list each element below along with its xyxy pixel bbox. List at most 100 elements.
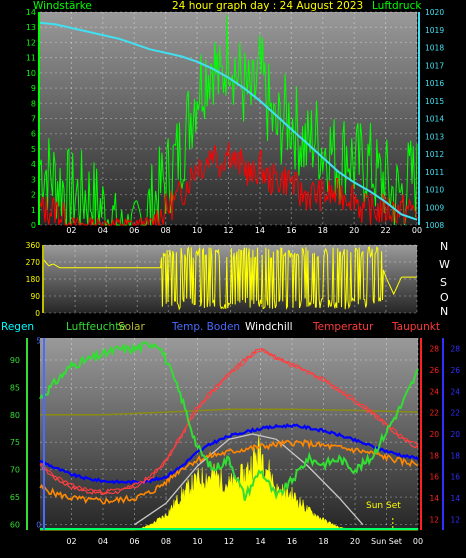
soil-temp-line: [39, 423, 419, 485]
pressure-y-tick-9: 1017: [425, 61, 444, 70]
temp-y-tick-red-6: 24: [429, 387, 439, 396]
page-title: 24 hour graph day : 24 August 2023: [172, 0, 363, 12]
compass-n-bottom: N: [440, 305, 448, 318]
wind-series: [39, 14, 418, 227]
legend-humidity: Luftfeuchte: [66, 321, 126, 333]
temp-y-tick-blue-3: 18: [450, 451, 460, 460]
pressure-line: [39, 21, 418, 221]
wind-x-tick-4: 10: [192, 226, 202, 235]
wind-y-tick-4: 4: [31, 160, 36, 169]
temp-x-tick-2: 06: [129, 537, 139, 546]
pressure-y-tick-3: 1011: [425, 168, 444, 177]
wind-x-tick-1: 04: [98, 226, 108, 235]
temp-y-tick-blue-4: 20: [450, 430, 460, 439]
temp-y-tick-red-2: 16: [429, 473, 439, 482]
pressure-y-tick-2: 1010: [425, 186, 444, 195]
temp-y-tick-blue-8: 28: [450, 345, 460, 354]
windchill-line: [39, 348, 419, 495]
temp-y-tick-blue-6: 24: [450, 387, 460, 396]
temp-series: [39, 341, 419, 531]
compass-n-top: N: [440, 240, 448, 253]
dir-y-tick-3: 270: [26, 258, 41, 267]
temp-y-tick-red-7: 26: [429, 366, 439, 375]
temp-x-tick-8: 18: [318, 537, 328, 546]
humidity-y-tick-6: 90: [10, 356, 20, 365]
direction-series: [43, 246, 417, 311]
compass-w: W: [439, 258, 450, 271]
temperature-line: [39, 347, 419, 494]
temp-x-tick-9: 20: [350, 537, 360, 546]
pressure-y-tick-0: 1008: [425, 221, 444, 230]
pressure-y-tick-10: 1018: [425, 44, 444, 53]
temp-x-tick-3: 08: [161, 537, 171, 546]
wind-average-line: [39, 142, 418, 227]
wind-y-tick-1: 1: [31, 206, 36, 215]
humidity-y-tick-1: 65: [10, 493, 20, 502]
legend: Regen Luftfeuchte Solar Temp. Boden Wind…: [1, 321, 440, 333]
temp-y-tick-blue-0: 12: [450, 515, 460, 524]
wind-gust-line: [39, 14, 418, 226]
sun-curve-line: [134, 433, 364, 526]
pressure-title: Luftdruck: [372, 0, 422, 12]
wind-x-tick-9: 20: [349, 226, 359, 235]
temp-x-tick-7: 16: [287, 537, 297, 546]
legend-dewpoint: Taupunkt: [391, 321, 440, 333]
temp-x-tick-10: Sun Set: [371, 537, 402, 546]
wind-x-tick-11: 00: [412, 226, 422, 235]
pressure-y-tick-8: 1016: [425, 79, 444, 88]
wind-x-tick-5: 12: [223, 226, 233, 235]
legend-soil-temp: Temp. Boden: [171, 321, 240, 333]
wind-x-tick-3: 08: [161, 226, 171, 235]
wind-y-tick-7: 7: [31, 115, 36, 124]
sun-set-label: Sun Set: [366, 501, 401, 511]
pressure-y-tick-7: 1015: [425, 97, 444, 106]
dir-y-tick-2: 180: [26, 275, 41, 284]
temp-y-tick-red-5: 22: [429, 409, 439, 418]
compass-s: S: [440, 276, 447, 289]
dewpoint-line: [39, 438, 419, 505]
temp-y-tick-blue-1: 14: [450, 494, 460, 503]
temp-y-tick-red-8: 28: [429, 345, 439, 354]
humidity-y-tick-2: 70: [10, 466, 20, 475]
temp-x-tick-4: 10: [192, 537, 202, 546]
wind-y-tick-13: 13: [26, 23, 36, 32]
wind-y-tick-5: 5: [31, 145, 36, 154]
olive-reference-line: [40, 408, 419, 416]
wind-speed-title: Windstärke: [33, 0, 92, 12]
temp-x-tick-1: 04: [98, 537, 108, 546]
rain-y-tick-0: 0: [36, 520, 41, 529]
humidity-y-tick-5: 85: [10, 383, 20, 392]
pressure-y-tick-4: 1012: [425, 150, 444, 159]
wind-y-tick-0: 0: [31, 221, 36, 230]
pressure-y-tick-1: 1009: [425, 203, 444, 212]
temp-x-tick-0: 02: [66, 537, 76, 546]
wind-y-tick-6: 6: [31, 130, 36, 139]
temp-y-tick-blue-7: 26: [450, 366, 460, 375]
compass-labels: N W S O N: [439, 240, 450, 318]
wind-y-tick-3: 3: [31, 175, 36, 184]
temp-y-tick-blue-2: 16: [450, 473, 460, 482]
wind-y-tick-2: 2: [31, 191, 36, 200]
wind-x-tick-10: 22: [380, 226, 390, 235]
wind-y-tick-14: 14: [26, 8, 36, 17]
wind-y-tick-11: 11: [26, 54, 36, 63]
temp-y-tick-red-1: 14: [429, 494, 439, 503]
legend-windchill: Windchill: [245, 321, 293, 333]
temp-x-tick-5: 12: [224, 537, 234, 546]
wind-x-tick-7: 16: [286, 226, 296, 235]
humidity-y-tick-0: 60: [10, 521, 20, 530]
temp-y-tick-red-4: 20: [429, 430, 439, 439]
dir-y-tick-0: 0: [35, 309, 40, 318]
legend-solar: Solar: [118, 321, 145, 333]
dir-y-tick-1: 90: [30, 292, 40, 301]
pressure-y-tick-5: 1013: [425, 132, 444, 141]
wind-x-tick-2: 06: [129, 226, 139, 235]
pressure-y-tick-11: 1019: [425, 26, 444, 35]
humidity-y-tick-4: 80: [10, 411, 20, 420]
humidity-line: [39, 341, 419, 501]
wind-y-tick-9: 9: [31, 84, 36, 93]
wind-y-tick-8: 8: [31, 99, 36, 108]
dir-y-tick-4: 360: [26, 241, 41, 250]
